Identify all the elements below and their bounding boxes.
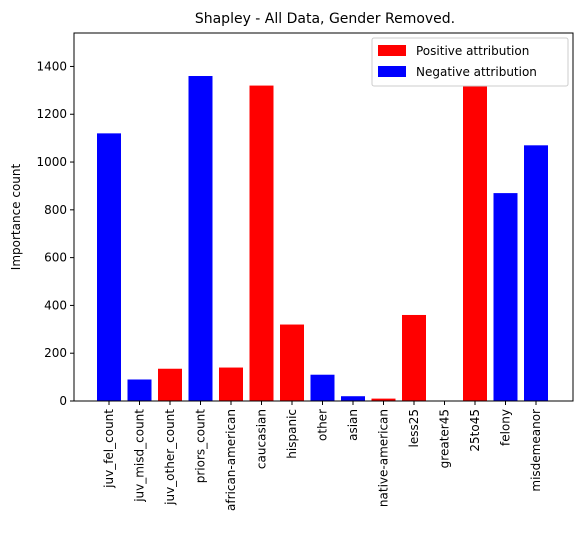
x-tick-label-juv_misd_count: juv_misd_count — [133, 409, 147, 503]
x-tick-label-less25: less25 — [407, 409, 421, 448]
bar-asian — [341, 396, 365, 401]
y-tick-label: 1200 — [36, 107, 67, 121]
y-tick-label: 0 — [59, 394, 67, 408]
x-tick-label-priors_count: priors_count — [194, 409, 208, 484]
bar-other — [310, 374, 335, 401]
plot-frame — [73, 32, 574, 402]
bar-priors_count — [188, 76, 213, 401]
bar-juv_fel_count — [97, 133, 121, 401]
legend-label-negative: Negative attribution — [416, 65, 537, 79]
bar-hispanic — [280, 324, 304, 401]
chart-title: Shapley - All Data, Gender Removed. — [195, 11, 455, 27]
x-tick-label-25to45: 25to45 — [468, 409, 482, 452]
legend-label-positive: Positive attribution — [416, 44, 529, 58]
bar-native-american — [371, 398, 396, 401]
x-tick-label-asian: asian — [346, 409, 360, 441]
x-tick-label-other: other — [316, 409, 330, 441]
x-tick-label-caucasian: caucasian — [255, 409, 269, 469]
bar-less25 — [402, 314, 426, 401]
x-tick-label-juv_fel_count: juv_fel_count — [102, 409, 116, 489]
axes-layer: 0 200 400 600 800 1000 1200 1400 juv_fel_count ju… — [36, 32, 574, 511]
x-tick-label-hispanic: hispanic — [285, 409, 299, 459]
x-tick-label-greater45: greater45 — [438, 409, 452, 468]
legend-swatch-negative — [378, 66, 406, 77]
y-tick-label: 1000 — [36, 155, 67, 169]
bar-25to45 — [463, 52, 487, 401]
legend-swatch-positive — [378, 45, 406, 56]
bars-layer — [97, 52, 548, 402]
x-tick-label-misdemeanor: misdemeanor — [529, 409, 543, 492]
x-tick-label-native-american: native-american — [377, 409, 391, 507]
bar-misdemeanor — [524, 145, 548, 401]
y-axis-label: Importance count — [9, 163, 23, 270]
bar-juv_misd_count — [127, 379, 152, 401]
y-tick-label: 1400 — [36, 59, 67, 73]
legend-frame — [371, 37, 569, 87]
x-tick-label-african-american: african-american — [224, 409, 238, 511]
y-tick-label: 400 — [44, 298, 67, 312]
bar-juv_other_count — [158, 368, 182, 401]
y-tick-label: 600 — [44, 251, 67, 265]
y-tick-label: 800 — [44, 203, 67, 217]
legend: Positive attribution Negative attribution — [371, 37, 569, 87]
x-tick-label-juv_other_count: juv_other_count — [163, 409, 177, 506]
bar-felony — [493, 193, 518, 401]
bar-caucasian — [249, 85, 274, 402]
y-tick-label: 200 — [44, 346, 67, 360]
x-tick-label-felony: felony — [499, 409, 513, 446]
bar-african-american — [219, 367, 243, 401]
